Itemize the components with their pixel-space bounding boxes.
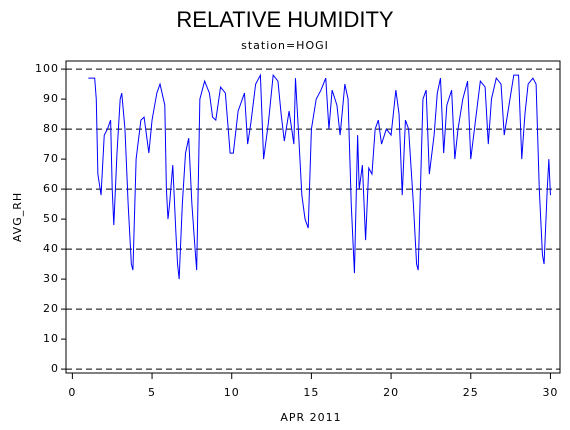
x-tick-label: 30 [542,386,558,399]
y-tick-label: 0 [51,362,59,375]
y-tick-label: 20 [43,302,59,315]
x-tick-label: 15 [303,386,319,399]
y-tick-label: 80 [43,122,59,135]
chart-subtitle: station=HOGI [241,39,329,52]
y-tick-label: 40 [43,242,59,255]
y-tick-label: 70 [43,152,59,165]
y-tick-label: 30 [43,272,59,285]
y-tick-label: 100 [35,62,59,75]
y-tick-label: 60 [43,182,59,195]
y-tick-label: 10 [43,332,59,345]
data-line [88,73,551,280]
x-tick-label: 25 [463,386,479,399]
x-tick-label: 10 [224,386,240,399]
y-tick-label: 50 [43,212,59,225]
x-tick-label: 20 [383,386,399,399]
chart-title: RELATIVE HUMIDITY [176,7,394,32]
x-axis-label: APR 2011 [280,411,341,424]
y-tick-label: 90 [43,92,59,105]
plot-frame [65,60,561,374]
y-axis-label: AVG_RH [11,192,24,242]
x-tick-label: 0 [68,386,76,399]
x-tick-label: 5 [148,386,156,399]
